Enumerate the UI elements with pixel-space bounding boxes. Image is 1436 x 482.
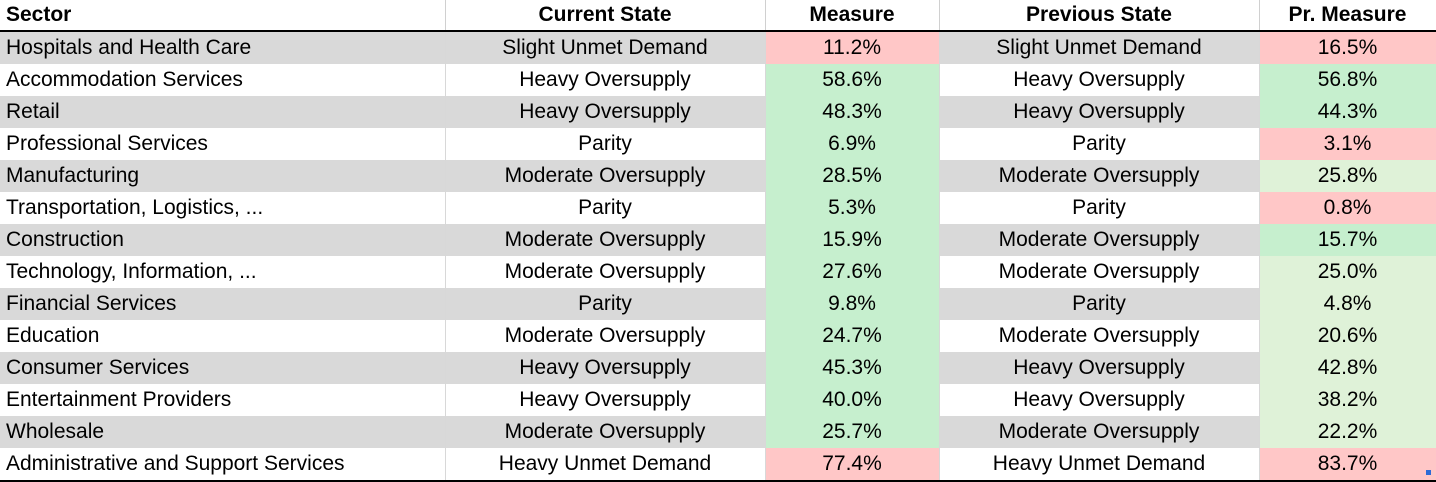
current-state-cell[interactable]: Parity (445, 288, 766, 320)
measure-cell[interactable]: 11.2% (765, 31, 940, 64)
current-state-cell[interactable]: Parity (445, 192, 766, 224)
sector-cell[interactable]: Professional Services (0, 128, 446, 160)
sector-cell[interactable]: Manufacturing (0, 160, 446, 192)
current-state-cell[interactable]: Heavy Unmet Demand (445, 448, 766, 482)
column-header-sector[interactable]: Sector (0, 0, 446, 32)
current-state-cell[interactable]: Moderate Oversupply (445, 256, 766, 288)
previous-state-cell[interactable]: Heavy Oversupply (939, 64, 1260, 96)
current-state-cell[interactable]: Parity (445, 128, 766, 160)
table-row: Financial Services Parity 9.8% Parity 4.… (0, 288, 1436, 320)
measure-cell[interactable]: 58.6% (765, 64, 940, 96)
table-row: Construction Moderate Oversupply 15.9% M… (0, 224, 1436, 256)
header-row: Sector Current State Measure Previous St… (0, 0, 1436, 32)
current-state-cell[interactable]: Moderate Oversupply (445, 320, 766, 352)
sector-cell[interactable]: Construction (0, 224, 446, 256)
resize-handle[interactable] (1426, 470, 1431, 475)
previous-state-cell[interactable]: Parity (939, 192, 1260, 224)
measure-cell[interactable]: 48.3% (765, 96, 940, 128)
current-state-cell[interactable]: Slight Unmet Demand (445, 31, 766, 64)
sector-cell[interactable]: Consumer Services (0, 352, 446, 384)
table-row: Wholesale Moderate Oversupply 25.7% Mode… (0, 416, 1436, 448)
pr-measure-cell[interactable]: 20.6% (1259, 320, 1436, 352)
previous-state-cell[interactable]: Heavy Oversupply (939, 96, 1260, 128)
pr-measure-cell[interactable]: 42.8% (1259, 352, 1436, 384)
column-header-current-state[interactable]: Current State (445, 0, 766, 32)
sector-cell[interactable]: Accommodation Services (0, 64, 446, 96)
pr-measure-cell[interactable]: 4.8% (1259, 288, 1436, 320)
pr-measure-cell[interactable]: 56.8% (1259, 64, 1436, 96)
sector-cell[interactable]: Financial Services (0, 288, 446, 320)
sector-cell[interactable]: Administrative and Support Services (0, 448, 446, 482)
table-row: Administrative and Support Services Heav… (0, 448, 1436, 482)
current-state-cell[interactable]: Heavy Oversupply (445, 352, 766, 384)
sector-cell[interactable]: Transportation, Logistics, ... (0, 192, 446, 224)
table-row: Education Moderate Oversupply 24.7% Mode… (0, 320, 1436, 352)
pr-measure-cell[interactable]: 22.2% (1259, 416, 1436, 448)
previous-state-cell[interactable]: Moderate Oversupply (939, 256, 1260, 288)
current-state-cell[interactable]: Moderate Oversupply (445, 160, 766, 192)
current-state-cell[interactable]: Heavy Oversupply (445, 64, 766, 96)
table-row: Technology, Information, ... Moderate Ov… (0, 256, 1436, 288)
sector-cell[interactable]: Entertainment Providers (0, 384, 446, 416)
measure-cell[interactable]: 40.0% (765, 384, 940, 416)
previous-state-cell[interactable]: Parity (939, 128, 1260, 160)
measure-cell[interactable]: 25.7% (765, 416, 940, 448)
measure-cell[interactable]: 15.9% (765, 224, 940, 256)
sector-cell[interactable]: Retail (0, 96, 446, 128)
table-row: Transportation, Logistics, ... Parity 5.… (0, 192, 1436, 224)
measure-cell[interactable]: 45.3% (765, 352, 940, 384)
table-row: Retail Heavy Oversupply 48.3% Heavy Over… (0, 96, 1436, 128)
pr-measure-cell[interactable]: 0.8% (1259, 192, 1436, 224)
pr-measure-cell[interactable]: 83.7% (1259, 448, 1436, 482)
pr-measure-cell[interactable]: 25.8% (1259, 160, 1436, 192)
table-row: Hospitals and Health Care Slight Unmet D… (0, 31, 1436, 64)
previous-state-cell[interactable]: Parity (939, 288, 1260, 320)
sector-cell[interactable]: Education (0, 320, 446, 352)
previous-state-cell[interactable]: Heavy Unmet Demand (939, 448, 1260, 482)
pr-measure-cell[interactable]: 25.0% (1259, 256, 1436, 288)
table-header: Sector Current State Measure Previous St… (0, 0, 1436, 32)
previous-state-cell[interactable]: Moderate Oversupply (939, 224, 1260, 256)
column-header-previous-state[interactable]: Previous State (939, 0, 1260, 32)
table-row: Accommodation Services Heavy Oversupply … (0, 64, 1436, 96)
measure-cell[interactable]: 6.9% (765, 128, 940, 160)
measure-cell[interactable]: 77.4% (765, 448, 940, 482)
previous-state-cell[interactable]: Slight Unmet Demand (939, 31, 1260, 64)
measure-cell[interactable]: 28.5% (765, 160, 940, 192)
column-header-pr-measure[interactable]: Pr. Measure (1259, 0, 1436, 32)
table-row: Manufacturing Moderate Oversupply 28.5% … (0, 160, 1436, 192)
current-state-cell[interactable]: Heavy Oversupply (445, 96, 766, 128)
previous-state-cell[interactable]: Moderate Oversupply (939, 160, 1260, 192)
previous-state-cell[interactable]: Moderate Oversupply (939, 416, 1260, 448)
table-row: Entertainment Providers Heavy Oversupply… (0, 384, 1436, 416)
measure-cell[interactable]: 24.7% (765, 320, 940, 352)
pr-measure-cell[interactable]: 3.1% (1259, 128, 1436, 160)
sector-cell[interactable]: Wholesale (0, 416, 446, 448)
table-row: Consumer Services Heavy Oversupply 45.3%… (0, 352, 1436, 384)
table-row: Professional Services Parity 6.9% Parity… (0, 128, 1436, 160)
previous-state-cell[interactable]: Moderate Oversupply (939, 320, 1260, 352)
current-state-cell[interactable]: Heavy Oversupply (445, 384, 766, 416)
previous-state-cell[interactable]: Heavy Oversupply (939, 352, 1260, 384)
pr-measure-cell[interactable]: 44.3% (1259, 96, 1436, 128)
measure-cell[interactable]: 5.3% (765, 192, 940, 224)
sector-cell[interactable]: Hospitals and Health Care (0, 31, 446, 64)
measure-cell[interactable]: 27.6% (765, 256, 940, 288)
pr-measure-cell[interactable]: 16.5% (1259, 31, 1436, 64)
sector-cell[interactable]: Technology, Information, ... (0, 256, 446, 288)
column-header-measure[interactable]: Measure (765, 0, 940, 32)
previous-state-cell[interactable]: Heavy Oversupply (939, 384, 1260, 416)
measure-cell[interactable]: 9.8% (765, 288, 940, 320)
current-state-cell[interactable]: Moderate Oversupply (445, 416, 766, 448)
current-state-cell[interactable]: Moderate Oversupply (445, 224, 766, 256)
pr-measure-cell[interactable]: 38.2% (1259, 384, 1436, 416)
table-body: Hospitals and Health Care Slight Unmet D… (0, 31, 1436, 482)
pr-measure-cell[interactable]: 15.7% (1259, 224, 1436, 256)
